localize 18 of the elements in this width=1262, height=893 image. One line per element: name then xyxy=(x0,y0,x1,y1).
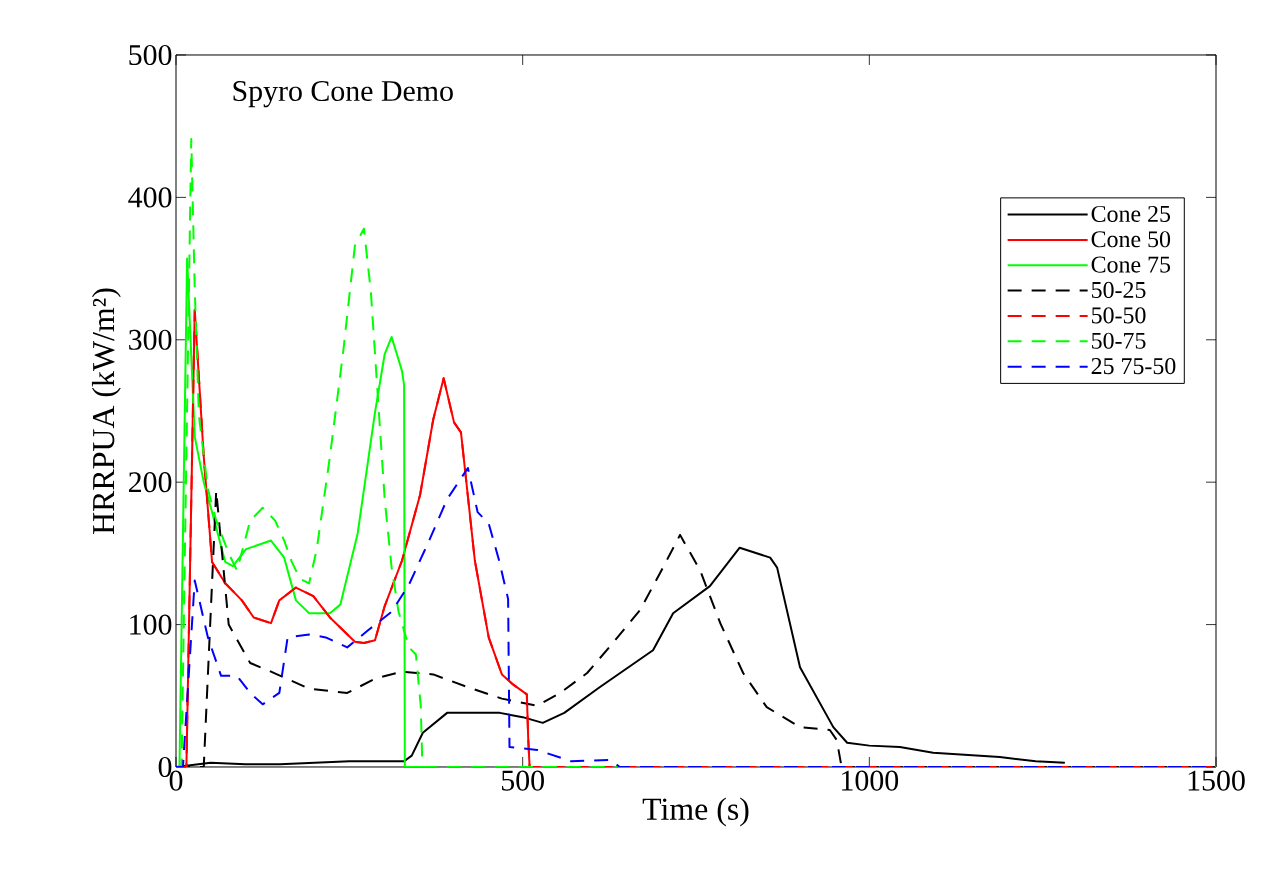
y-tick-label: 500 xyxy=(129,44,172,66)
legend-label: Cone 75 xyxy=(1091,256,1171,273)
x-tick-label: 500 xyxy=(501,770,544,791)
y-tick-label: 400 xyxy=(128,187,172,208)
y-tick-label: 100 xyxy=(130,614,172,635)
y-axis-title: HRRPUA (kW/m²) xyxy=(91,288,121,534)
y-tick-label: 200 xyxy=(128,472,172,493)
legend-label: 50-25 xyxy=(1092,281,1146,299)
x-tick-label: 1500 xyxy=(1188,770,1245,791)
legend-label: 25 75-50 xyxy=(1091,358,1176,375)
text: Spyro Cone Demo xyxy=(233,80,453,108)
y-tick-label: 300 xyxy=(129,329,172,350)
legend-label: 50-50 xyxy=(1092,307,1146,324)
x-tick-label: 1000 xyxy=(842,770,899,791)
legend-label: Cone 50 xyxy=(1091,231,1171,248)
legend-label: 50-75 xyxy=(1092,332,1146,349)
legend-label: Cone 25 xyxy=(1091,205,1171,222)
x-axis-title: Time (s) xyxy=(642,797,749,827)
